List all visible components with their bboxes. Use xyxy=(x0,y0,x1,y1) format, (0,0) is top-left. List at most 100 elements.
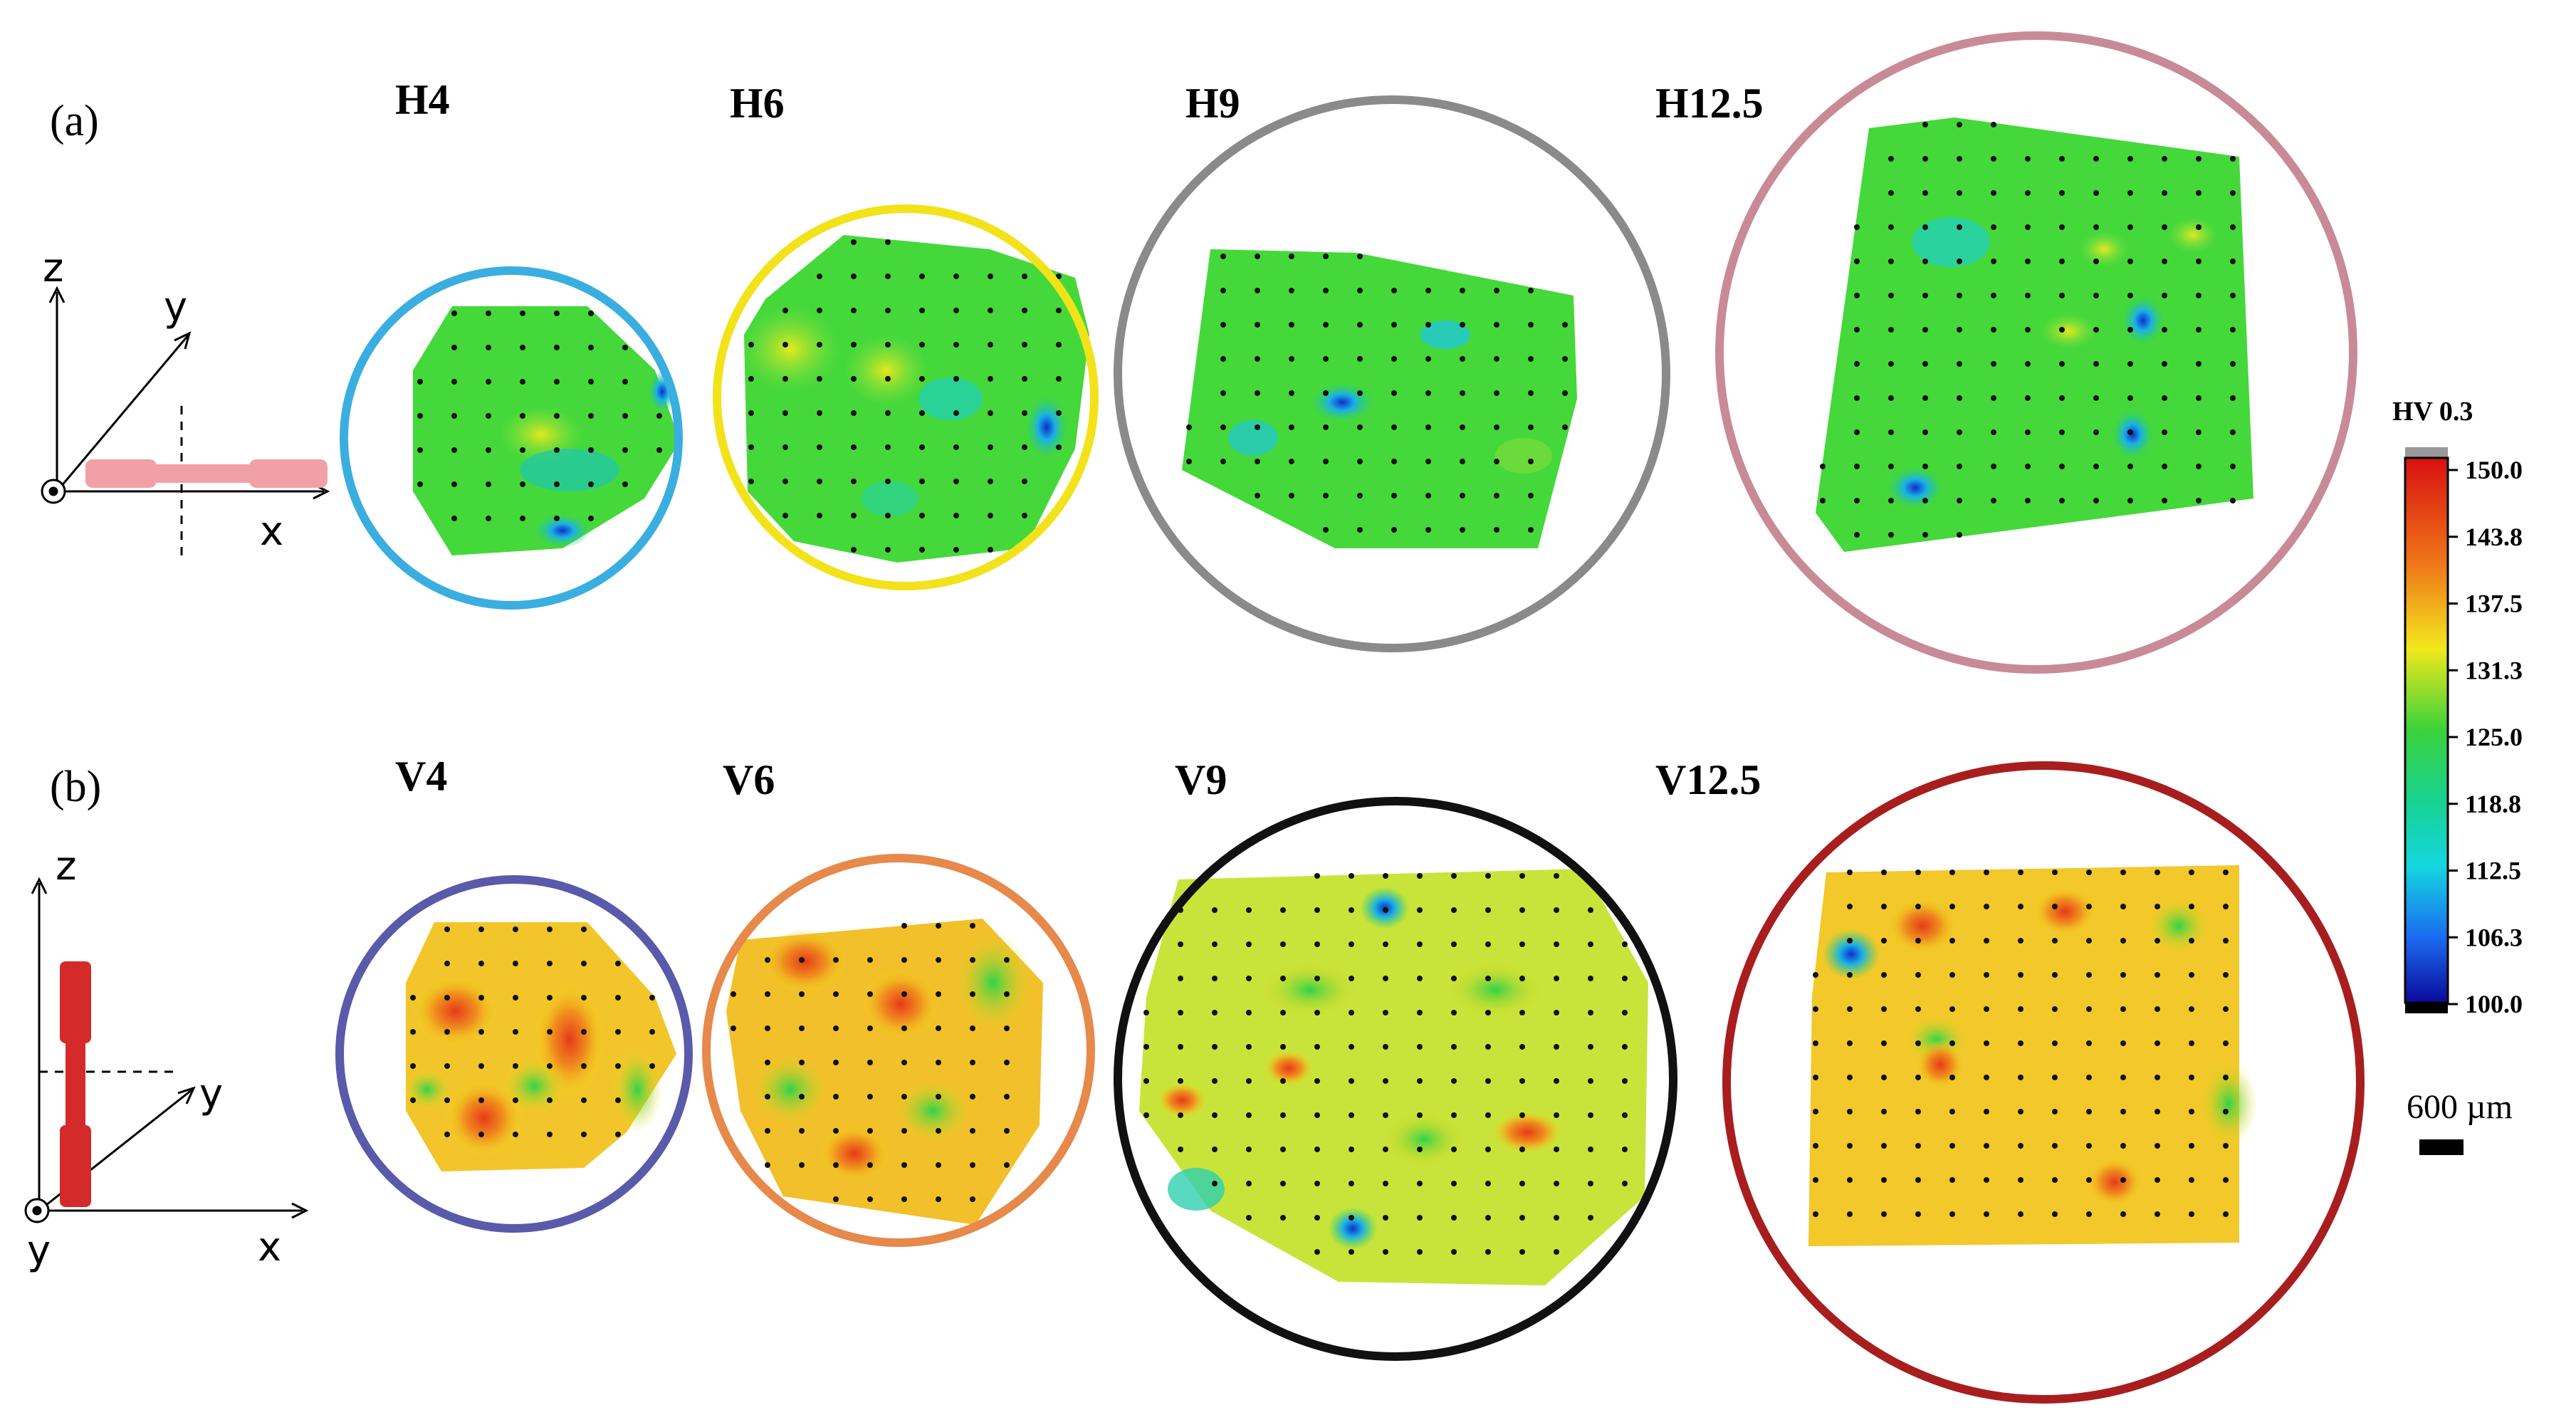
indent-point xyxy=(1383,1147,1388,1152)
indent-point xyxy=(1813,1006,1818,1012)
indent-point xyxy=(851,342,857,348)
indent-point xyxy=(444,1063,450,1069)
indent-point xyxy=(451,516,457,521)
indent-point xyxy=(1425,493,1431,498)
indent-point xyxy=(1922,429,1928,435)
indent-point xyxy=(1357,424,1363,430)
indent-point xyxy=(513,1029,518,1035)
indent-point xyxy=(581,995,587,1001)
indent-point xyxy=(444,995,450,1001)
indent-point xyxy=(2059,429,2065,435)
indent-point xyxy=(1391,288,1397,293)
indent-point xyxy=(1383,873,1388,879)
indent-point xyxy=(1588,1078,1593,1084)
indent-point xyxy=(2127,224,2133,230)
indent-point xyxy=(478,1063,484,1069)
indent-point xyxy=(799,1094,805,1100)
indent-point xyxy=(2230,156,2236,162)
indent-point xyxy=(2162,395,2167,401)
indent-point xyxy=(833,1025,839,1031)
indent-point xyxy=(1562,356,1568,362)
axis-y-label-a: y xyxy=(164,284,187,330)
indent-point xyxy=(649,1063,655,1069)
indent-point xyxy=(2059,224,2065,230)
indent-point xyxy=(1622,1010,1628,1015)
indent-point xyxy=(486,516,491,521)
sample-label-v9: V9 xyxy=(1175,756,1227,803)
indent-point xyxy=(885,410,891,416)
indent-point xyxy=(953,273,959,279)
indent-point xyxy=(417,379,423,385)
indent-point xyxy=(901,1196,907,1202)
indent-point xyxy=(2196,327,2201,333)
colorbar-tick-label: 150.0 xyxy=(2465,456,2523,484)
indent-point xyxy=(2018,1040,2023,1046)
indent-point xyxy=(1056,342,1062,348)
indent-point xyxy=(2120,938,2126,944)
indent-point xyxy=(1949,870,1955,875)
indent-point xyxy=(451,413,457,419)
indent-point xyxy=(2189,938,2194,944)
indent-point xyxy=(2230,190,2236,196)
indent-point xyxy=(1451,1181,1457,1186)
indent-point xyxy=(1451,941,1457,947)
indent-point xyxy=(2189,1143,2194,1149)
indent-point xyxy=(1519,1181,1525,1186)
indent-point xyxy=(649,1029,655,1035)
indent-point xyxy=(410,1097,416,1103)
indent-point xyxy=(2052,1211,2058,1217)
indent-point xyxy=(478,961,484,966)
indent-point xyxy=(2196,258,2201,264)
indent-point xyxy=(2189,870,2194,875)
colorbar-tick-label: 100.0 xyxy=(2465,990,2523,1018)
indent-point xyxy=(1220,459,1226,464)
indent-point xyxy=(2086,938,2092,944)
indent-point xyxy=(1357,459,1363,464)
indent-point xyxy=(1881,1211,1887,1217)
indent-point xyxy=(1881,972,1887,978)
indent-point xyxy=(1991,361,1996,367)
indent-point xyxy=(1854,224,1860,230)
indent-point xyxy=(1314,1078,1320,1084)
indent-point xyxy=(1888,327,1894,333)
axis-z-label-a: z xyxy=(43,245,63,291)
indent-point xyxy=(1349,1044,1354,1050)
indent-point xyxy=(1847,904,1853,909)
indent-point xyxy=(1494,288,1499,293)
indent-point xyxy=(1349,907,1354,913)
indent-point xyxy=(970,957,975,963)
indent-point xyxy=(1143,1078,1149,1084)
indent-point xyxy=(885,547,891,553)
indent-point xyxy=(1519,1078,1525,1084)
axis-x-label-a: x xyxy=(260,508,283,555)
indent-point xyxy=(2230,327,2236,333)
indent-point xyxy=(970,1025,975,1031)
indent-point xyxy=(2025,395,2031,401)
indent-point xyxy=(1460,288,1465,293)
indent-point xyxy=(1246,1078,1252,1084)
specimen-vertical-icon xyxy=(60,961,91,1207)
indent-point xyxy=(1425,424,1431,430)
indent-point xyxy=(2059,156,2065,162)
indent-point xyxy=(1562,390,1568,396)
indent-point xyxy=(867,1162,873,1168)
indent-point xyxy=(988,479,993,484)
indent-point xyxy=(2223,1143,2229,1149)
indent-point xyxy=(2018,1075,2023,1080)
indent-point xyxy=(2154,1143,2160,1149)
indent-point xyxy=(1391,424,1397,430)
indent-point xyxy=(451,379,457,385)
indent-point xyxy=(1957,258,1962,264)
indent-point xyxy=(1451,1215,1457,1221)
indent-point xyxy=(1622,1147,1628,1152)
indent-point xyxy=(1391,493,1397,498)
colorbar-title: HV 0.3 xyxy=(2392,397,2473,427)
indent-point xyxy=(1485,1112,1491,1118)
indent-point xyxy=(782,308,788,313)
indent-point xyxy=(1554,1112,1559,1118)
indent-point xyxy=(2154,1006,2160,1012)
indent-point xyxy=(1957,361,1962,367)
indent-point xyxy=(1991,464,1996,469)
indent-point xyxy=(936,1196,941,1202)
colorbar-ticks: 150.0 143.8 137.5 131.3 125.0 118.8 112.5 106.3… xyxy=(2448,456,2523,1018)
